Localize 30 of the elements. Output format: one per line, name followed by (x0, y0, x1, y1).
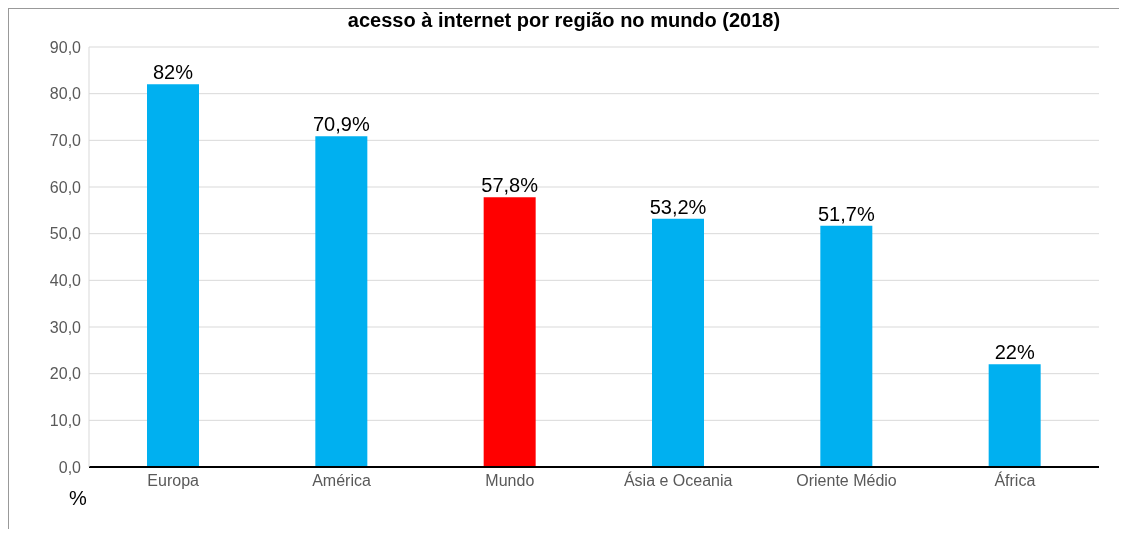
y-tick-label: 80,0 (49, 85, 82, 103)
bar (147, 84, 199, 467)
x-tick-label: Mundo (485, 472, 535, 490)
chart-title: acesso à internet por região no mundo (2018) (346, 9, 782, 32)
data-label: 53,2% (649, 195, 707, 218)
x-tick-label: Europa (147, 472, 200, 490)
y-tick-label: 40,0 (49, 272, 82, 290)
x-tick-label: África (994, 471, 1036, 490)
data-label: 22% (994, 341, 1035, 364)
data-label: 82% (152, 61, 194, 84)
y-axis-title: % (69, 487, 87, 510)
data-label: 70,9% (312, 113, 370, 136)
y-tick-label: 30,0 (49, 318, 82, 336)
y-tick-label: 50,0 (49, 225, 82, 243)
y-tick-label: 0,0 (58, 458, 82, 476)
y-tick-label: 70,0 (49, 132, 82, 150)
data-label: 51,7% (817, 202, 875, 225)
bar (652, 218, 704, 467)
y-tick-label: 10,0 (49, 412, 82, 430)
bar (820, 225, 873, 467)
bar (315, 136, 368, 467)
data-label: 57,8% (481, 174, 539, 197)
y-tick-label: 90,0 (49, 38, 82, 56)
x-tick-label: Ásia e Oceania (623, 471, 733, 490)
x-tick-label: América (312, 472, 371, 490)
bar (483, 197, 536, 467)
y-tick-label: 60,0 (49, 178, 82, 196)
y-tick-label: 20,0 (49, 365, 82, 383)
bar (988, 364, 1041, 467)
x-tick-label: Oriente Médio (796, 472, 897, 490)
